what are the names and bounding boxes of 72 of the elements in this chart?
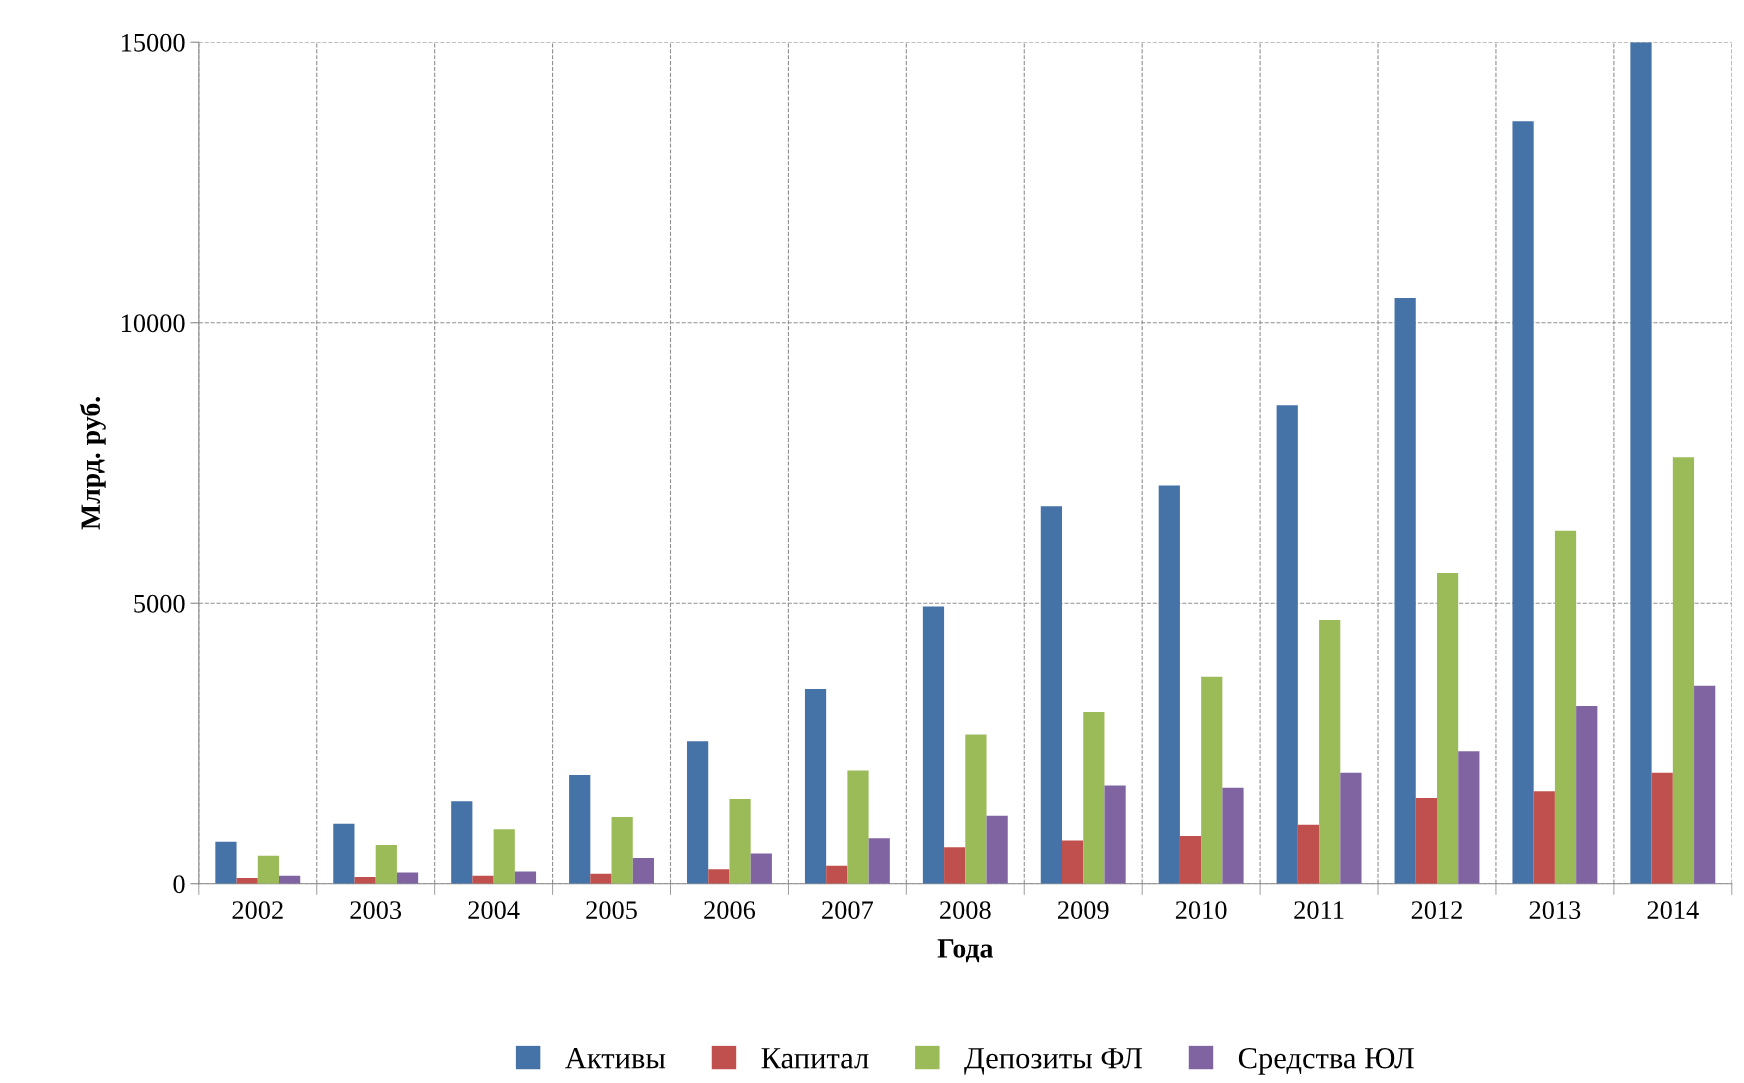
- x-tick-label: 2003: [350, 901, 402, 919]
- bar: [1276, 405, 1298, 884]
- bar: [257, 855, 279, 884]
- y-tick-label: 5000: [134, 594, 185, 613]
- x-tick-label: 2007: [822, 901, 874, 919]
- bar: [493, 829, 515, 884]
- x-tick-label: 2013: [1529, 901, 1581, 919]
- bar: [451, 801, 473, 884]
- x-tick-label: 2010: [1175, 901, 1227, 919]
- bar: [826, 865, 848, 884]
- bar: [944, 847, 966, 884]
- bar: [1104, 785, 1126, 884]
- bar: [569, 774, 591, 884]
- bar: [1158, 485, 1180, 884]
- bar: [804, 689, 827, 884]
- y-tick-label: 0: [173, 875, 185, 894]
- bar: [1179, 836, 1202, 884]
- bar: [986, 815, 1008, 884]
- x-tick-label: 2002: [232, 901, 283, 919]
- bar: [472, 875, 494, 884]
- legend-label: Депозиты ФЛ: [964, 1048, 1143, 1075]
- bar: [611, 816, 633, 884]
- bar: [1222, 787, 1244, 884]
- x-tick-label: 2004: [468, 901, 520, 919]
- bar: [1394, 298, 1416, 884]
- bar: [632, 857, 654, 884]
- bar: [847, 770, 869, 884]
- bar: [1436, 572, 1459, 884]
- x-tick-label: 2006: [704, 901, 756, 919]
- bar: [708, 869, 730, 884]
- bar: [1083, 712, 1105, 884]
- x-tick-label: 2009: [1057, 901, 1109, 919]
- bar: [1651, 772, 1673, 884]
- x-tick-label: 2014: [1647, 901, 1699, 919]
- bar: [1512, 121, 1534, 884]
- legend-label: Капитал: [761, 1048, 869, 1069]
- bar: [687, 741, 709, 884]
- bar: [1694, 685, 1716, 884]
- y-tick-label: 15000: [121, 33, 185, 52]
- bar: [1533, 791, 1555, 884]
- bar: [922, 606, 945, 884]
- x-axis-title: Года: [937, 939, 994, 963]
- bar: [1415, 797, 1437, 884]
- x-tick-label: 2011: [1294, 901, 1344, 919]
- y-tick-label: 10000: [121, 314, 185, 333]
- x-tick-label: 2005: [586, 901, 637, 919]
- bar: [1297, 824, 1320, 884]
- y-axis-title: Млрд. руб.: [79, 397, 106, 530]
- legend-label: Средства ЮЛ: [1238, 1047, 1414, 1075]
- bar: [1040, 506, 1062, 884]
- bar: [215, 841, 237, 884]
- bar: [729, 799, 751, 884]
- bar: [590, 873, 612, 884]
- bar: [1554, 530, 1577, 884]
- bar: [1672, 457, 1695, 884]
- x-tick-label: 2012: [1411, 901, 1462, 919]
- bar: [965, 734, 987, 884]
- bar: [333, 823, 355, 884]
- bar: [1062, 840, 1084, 884]
- bar: [1340, 772, 1362, 884]
- bar: [514, 871, 537, 884]
- bar: [1576, 705, 1598, 884]
- bar: [354, 877, 376, 884]
- bar: [375, 845, 397, 884]
- bar: [1201, 676, 1223, 884]
- bar: [1458, 751, 1480, 884]
- legend-label: Активы: [565, 1048, 666, 1069]
- bar: [750, 853, 772, 884]
- bar: [868, 838, 890, 884]
- bar: [1630, 42, 1652, 884]
- x-tick-label: 2008: [940, 901, 991, 919]
- bar: [1319, 620, 1341, 884]
